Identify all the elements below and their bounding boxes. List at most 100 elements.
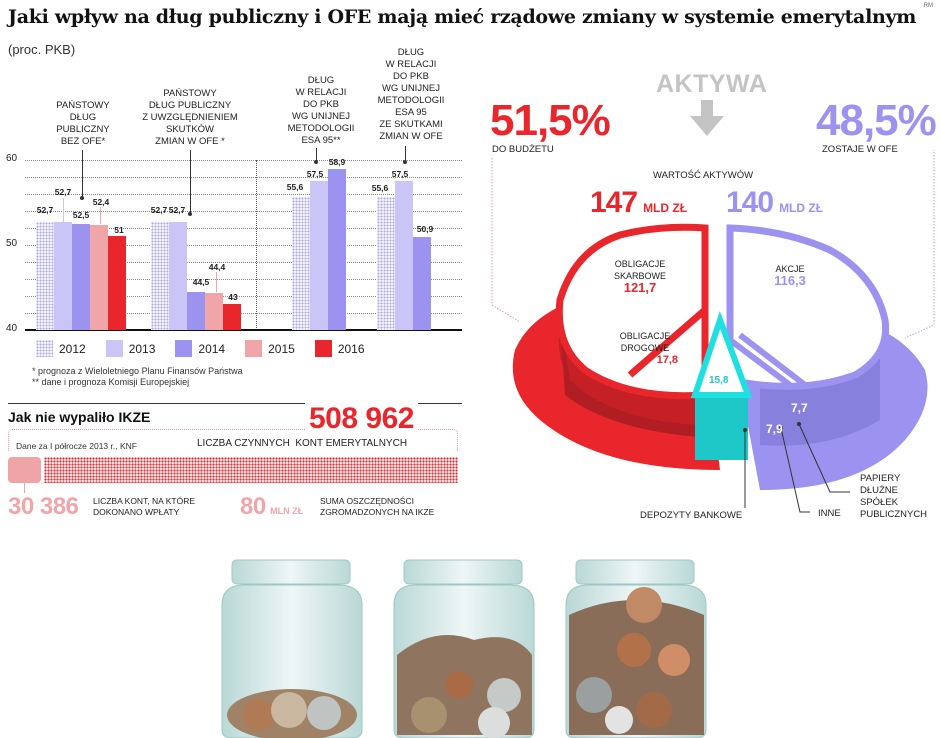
bar-2012: [36, 222, 54, 330]
ikze-source: Dane za I półrocze 2013 r., KNF: [16, 441, 137, 451]
asset-value-label: WARTOŚĆ AKTYWÓW: [653, 170, 754, 181]
group-label-1: PAŃSTOWY DŁUG PUBLICZNY BEZ OFE*: [56, 100, 110, 147]
savings-label: SUMA OSZCZĘDNOŚCI ZGROMADZONYCH NA IKZE: [320, 496, 435, 517]
bar-2012: [292, 197, 310, 330]
bar-2014: [413, 237, 431, 330]
bar-chart: PAŃSTOWY DŁUG PUBLICZNY BEZ OFE* PAŃSTOW…: [0, 0, 470, 400]
footnotes: * prognoza z Wieloletniego Planu Finansó…: [32, 366, 243, 388]
savings-value: 80: [240, 493, 266, 520]
ofe-total: 140 MLD ZŁ: [726, 186, 824, 219]
y-tick-50: 50: [6, 238, 18, 249]
jar-1: [221, 559, 363, 738]
gridline: [25, 177, 462, 178]
value-label: 58,9: [328, 157, 346, 167]
group-pointer: [405, 146, 406, 162]
bar-2014: [187, 292, 205, 330]
legend-item-2013: 2013: [105, 340, 155, 357]
bar-group-4: [377, 160, 433, 330]
bar-group-1: [36, 160, 129, 330]
active-accounts-label: LICZBA CZYNNYCH KONT EMERYTALNYCH: [197, 438, 408, 449]
ofe-percent: 48,5%: [816, 96, 937, 145]
group-pointer-dot: [188, 212, 192, 216]
budget-label: DO BUDŻETU: [492, 144, 554, 155]
budget-percent: 51,5%: [490, 96, 611, 145]
group-label-3: DŁUG W RELACJI DO PKB WG UNIJNEJ METODOL…: [287, 75, 355, 146]
gridline: [25, 245, 462, 246]
value-leader: [100, 207, 101, 224]
gridline: [25, 279, 462, 280]
legend-swatch: [105, 340, 123, 357]
deposits-label: DEPOZYTY BANKOWE: [640, 510, 743, 521]
active-accounts-value: 508 962: [305, 402, 418, 436]
value-label: 44,4: [208, 262, 226, 272]
value-label: 52,5: [72, 210, 90, 220]
x-axis-baseline: [25, 329, 462, 331]
footnote-2: ** dane i prognoza Komisji Europejskiej: [32, 377, 190, 387]
bar-2014: [72, 224, 90, 330]
gridline: [25, 262, 462, 263]
value-label: 52,7: [168, 205, 186, 215]
chart-legend: 2012 2013 2014 2015 2016: [36, 340, 365, 357]
paid-accounts-block: [8, 457, 41, 483]
value-label: 52,7: [36, 205, 54, 215]
gridline: [25, 228, 462, 229]
bar-2016: [108, 236, 126, 330]
legend-item-2012: 2012: [36, 340, 86, 357]
bar-2016: [223, 304, 241, 330]
bar-2015: [205, 293, 223, 330]
assets-header: AKTYWA: [656, 70, 768, 98]
gridline: [25, 194, 462, 195]
ikze-frame: [8, 429, 458, 451]
value-label: 57,5: [391, 169, 409, 179]
legend-swatch: [175, 340, 193, 357]
bar-group-2: [151, 160, 244, 330]
bar-2015: [90, 225, 108, 330]
legend-item-2014: 2014: [175, 340, 225, 357]
y-tick-40: 40: [6, 323, 18, 334]
y-tick-60: 60: [6, 153, 18, 164]
group-pointer: [190, 150, 191, 215]
corp-debt-label: PAPIERY DŁUŻNE SPÓŁEK PUBLICZNYCH: [860, 473, 928, 520]
paid-accounts-value: 30 386: [8, 493, 79, 520]
legend-swatch: [314, 340, 332, 357]
slice-road-bonds: OBLIGACJE DROGOWE 17,8: [619, 331, 678, 366]
bar-2013: [169, 222, 187, 330]
value-label: 52,7: [54, 187, 72, 197]
group-label-4: DŁUG W RELACJI DO PKB WG UNIJNEJ METODOL…: [377, 47, 445, 142]
section-divider: [8, 403, 462, 404]
group-pointer-dot: [80, 196, 84, 200]
legend-swatch: [36, 340, 53, 357]
value-leader: [63, 198, 64, 222]
value-leader: [216, 272, 217, 292]
chart-subtitle: (proc. PKB): [8, 42, 76, 57]
legend-item-2016: 2016: [314, 340, 365, 357]
slice-shares: AKCJE 116,3: [774, 264, 806, 288]
gridline: [25, 211, 462, 212]
bar-2012: [151, 222, 169, 330]
savings-amount: 80 MLN ZŁ: [240, 493, 303, 521]
legend-swatch: [245, 340, 263, 357]
assets-pie-chart: [491, 150, 935, 513]
ikze-title: Jak nie wypaliło IKZE: [8, 409, 151, 425]
group-pointer: [316, 148, 317, 162]
value-label: 52,4: [92, 197, 110, 207]
group-pointer: [82, 150, 83, 198]
group-pointer-dot: [403, 160, 407, 164]
bar-2013: [310, 181, 328, 330]
paid-accounts-pointer: [24, 483, 25, 493]
slice-other-value: 7,9: [766, 422, 783, 436]
value-label: 44,5: [192, 277, 210, 287]
value-label: 55,6: [286, 182, 304, 192]
gridline: [25, 296, 462, 297]
budget-total: 147 MLD ZŁ: [590, 186, 688, 219]
slice-corp-debt-value: 7,7: [791, 401, 808, 415]
group-pointer-dot: [314, 160, 318, 164]
value-label: 55,6: [371, 183, 389, 193]
value-label: 43: [228, 292, 238, 302]
arrow-down-icon: [690, 100, 724, 136]
group-label-2: PAŃSTOWY DŁUG PUBLICZNY Z UWZGLĘDNIENIEM…: [142, 88, 238, 147]
paid-accounts-label: LICZBA KONT, NA KTÓRE DOKONANO WPŁATY: [93, 496, 196, 517]
gridline: [25, 313, 462, 314]
bar-2013: [395, 181, 413, 330]
jar-3: [565, 559, 707, 738]
